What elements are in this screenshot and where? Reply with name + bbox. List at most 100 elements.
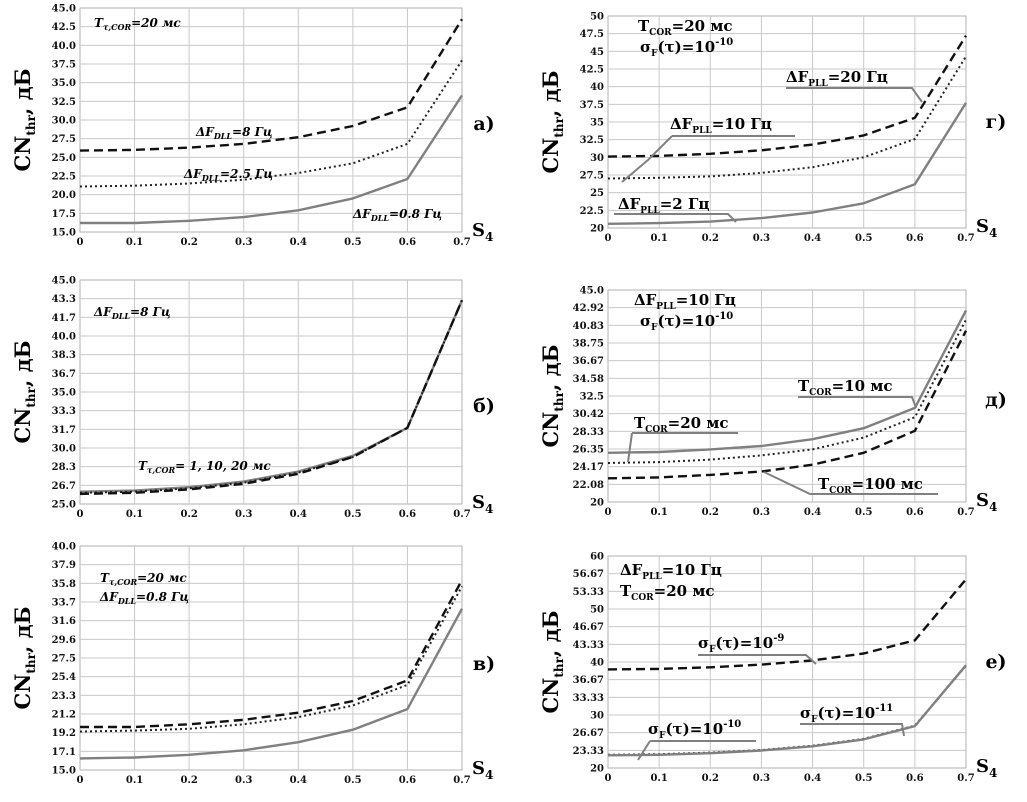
y-tick-label: 45.0 bbox=[580, 286, 604, 297]
series-line-solid bbox=[607, 309, 968, 454]
y-tick-label: 26.7 bbox=[52, 481, 76, 492]
series-line-solid bbox=[607, 102, 968, 225]
y-tick-label: 26.67 bbox=[573, 728, 604, 739]
annotation-leader bbox=[627, 432, 633, 463]
series-line-dotted bbox=[79, 585, 463, 733]
panel-label: в) bbox=[473, 653, 495, 675]
y-tick-label: 27.5 bbox=[580, 171, 604, 182]
annotation-label: TCOR=10 мс bbox=[798, 377, 892, 398]
panel-g: 20 22.5 25 27.5 30 32.5 35 37.5 40 42.5 45 47.5 50 0 0… bbox=[538, 12, 1006, 245]
y-tick-label: 36.7 bbox=[52, 369, 76, 380]
annotation-label: ΔFPLL=2 Гц bbox=[618, 195, 709, 216]
y-tick-label: 24.17 bbox=[573, 462, 604, 473]
annotation-label: ΔFDLL=8 Гц bbox=[93, 305, 171, 321]
annotation-label: TCOR=20 мс bbox=[638, 17, 732, 38]
x-tick-label: 0.7 bbox=[957, 233, 974, 244]
y-tick-label: 32.5 bbox=[52, 97, 76, 108]
x-tick-label: 0.2 bbox=[180, 509, 197, 520]
y-tick-label: 25.0 bbox=[52, 500, 76, 511]
y-tick-label: 33.3 bbox=[52, 406, 76, 417]
annotation-leader bbox=[763, 471, 938, 495]
x-tick-label: 0.7 bbox=[453, 775, 470, 786]
x-axis-label: S4 bbox=[976, 216, 997, 240]
y-tick-label: 27.5 bbox=[52, 654, 76, 665]
y-tick-label: 31.7 bbox=[52, 425, 76, 436]
x-axis-label: S4 bbox=[976, 490, 997, 514]
annotation-label: TCOR=20 мс bbox=[620, 582, 714, 603]
y-tick-label: 45.0 bbox=[52, 4, 76, 15]
x-tick-label: 0 bbox=[77, 509, 84, 520]
x-tick-label: 0.6 bbox=[399, 237, 416, 248]
annotation-label: σF(τ)=10-10 bbox=[640, 311, 733, 333]
y-tick-label: 43.33 bbox=[573, 640, 604, 651]
x-tick-label: 0.1 bbox=[126, 509, 143, 520]
y-tick-label: 38.75 bbox=[573, 339, 604, 350]
series-line-dashed bbox=[607, 35, 968, 158]
series-line-dashed bbox=[79, 299, 464, 496]
series-line-dotted bbox=[79, 59, 463, 188]
y-tick-label: 26.35 bbox=[573, 445, 604, 456]
y-tick-label: 20.0 bbox=[52, 190, 76, 201]
x-tick-label: 0.1 bbox=[650, 773, 667, 784]
y-axis-label: CNthr, дБ bbox=[538, 610, 566, 713]
x-tick-label: 0 bbox=[77, 775, 84, 786]
y-tick-label: 32.5 bbox=[580, 392, 604, 403]
series-line-solid bbox=[80, 94, 464, 225]
panel-label: б) bbox=[473, 395, 495, 417]
annotation-label: TCOR=100 мс bbox=[818, 475, 923, 496]
x-tick-label: 0.5 bbox=[855, 233, 872, 244]
x-tick-label: 0.6 bbox=[399, 775, 416, 786]
x-tick-label: 0.4 bbox=[290, 237, 307, 248]
series-line-dashed bbox=[79, 18, 464, 152]
x-tick-label: 0.5 bbox=[855, 507, 872, 518]
y-tick-label: 27.5 bbox=[52, 134, 76, 145]
panel-label: д) bbox=[985, 389, 1007, 411]
x-tick-label: 0.1 bbox=[126, 775, 143, 786]
y-tick-label: 40.0 bbox=[52, 542, 76, 553]
y-tick-label: 15.0 bbox=[52, 228, 76, 239]
y-tick-label: 19.2 bbox=[52, 728, 76, 739]
y-tick-label: 37.5 bbox=[52, 60, 76, 71]
y-axis-label: CNthr, дБ bbox=[10, 340, 38, 443]
x-tick-label: 0.7 bbox=[453, 509, 470, 520]
y-tick-label: 22.5 bbox=[52, 172, 76, 183]
x-tick-label: 0.7 bbox=[957, 507, 974, 518]
series-line-solid bbox=[79, 608, 464, 760]
annotation-label: ΔFPLL=20 Гц bbox=[786, 68, 888, 89]
x-tick-label: 0.3 bbox=[753, 773, 770, 784]
annotation-leader bbox=[786, 87, 923, 103]
annotation-leader bbox=[798, 396, 917, 409]
annotation-label: ΔFPLL=10 Гц bbox=[634, 291, 736, 312]
x-tick-label: 0.7 bbox=[957, 773, 974, 784]
x-tick-label: 0.1 bbox=[650, 507, 667, 518]
y-tick-label: 30.0 bbox=[52, 116, 76, 127]
y-tick-label: 42.5 bbox=[52, 22, 76, 33]
annotation-label: Tτ,COR= 1, 10, 20 мс bbox=[138, 459, 271, 475]
y-tick-label: 35 bbox=[590, 118, 604, 129]
y-tick-label: 50 bbox=[590, 605, 604, 616]
x-tick-label: 0.2 bbox=[180, 237, 197, 248]
x-axis-label: S4 bbox=[976, 756, 997, 780]
y-tick-label: 47.5 bbox=[580, 29, 604, 40]
series-line-dotted bbox=[79, 299, 463, 494]
x-tick-label: 0.1 bbox=[126, 237, 143, 248]
x-tick-label: 0.4 bbox=[290, 775, 307, 786]
annotation-label: σF(τ)=10-10 bbox=[640, 37, 733, 59]
y-tick-label: 28.3 bbox=[52, 462, 76, 473]
x-tick-label: 0.2 bbox=[180, 775, 197, 786]
y-tick-label: 35.0 bbox=[52, 388, 76, 399]
x-tick-label: 0.4 bbox=[804, 507, 821, 518]
x-tick-label: 0.3 bbox=[753, 233, 770, 244]
x-tick-label: 0.3 bbox=[235, 237, 252, 248]
x-axis-label: S4 bbox=[472, 492, 493, 516]
y-tick-label: 30 bbox=[590, 153, 604, 164]
annotation-label: σF(τ)=10-9 bbox=[698, 633, 784, 655]
y-axis-label: CNthr, дБ bbox=[10, 606, 38, 709]
y-tick-label: 40 bbox=[590, 82, 604, 93]
y-tick-label: 25 bbox=[590, 188, 604, 199]
series-line-dashed bbox=[607, 578, 967, 671]
annotation-leader bbox=[637, 740, 651, 761]
y-tick-label: 17.1 bbox=[52, 747, 76, 758]
y-tick-label: 37.9 bbox=[52, 560, 76, 571]
